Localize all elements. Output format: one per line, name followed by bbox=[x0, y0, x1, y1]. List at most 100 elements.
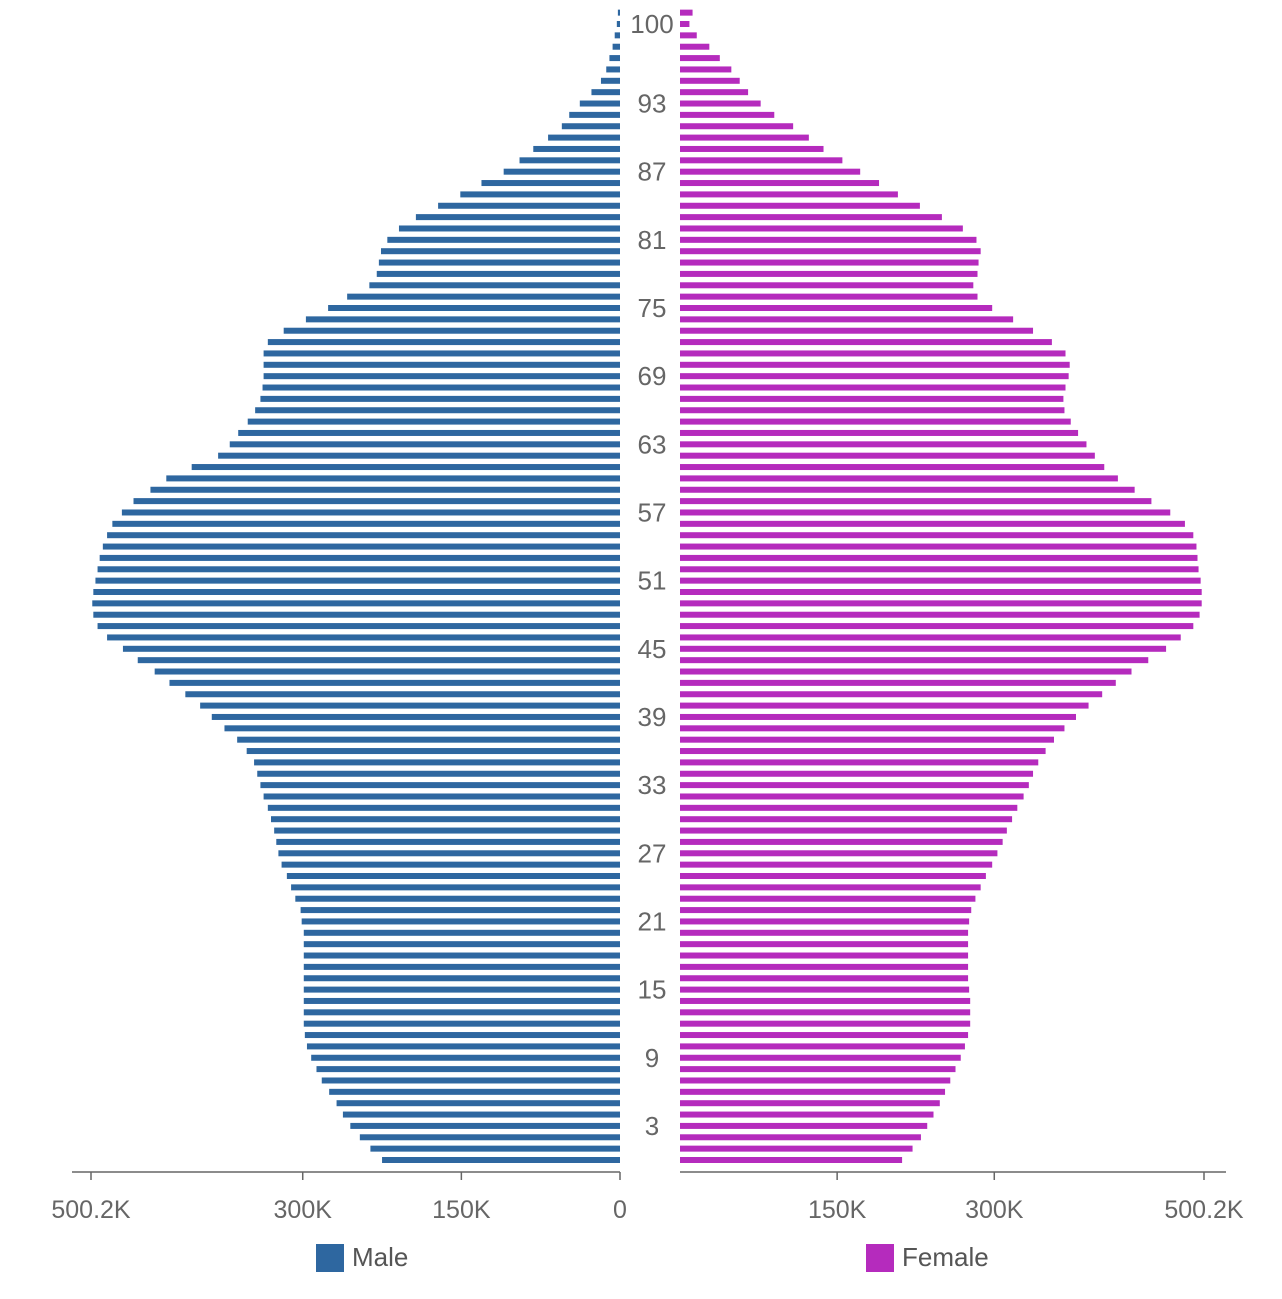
female-bar-age-44[interactable] bbox=[680, 657, 1149, 664]
female-bar-age-86[interactable] bbox=[680, 180, 880, 187]
male-bar-age-21[interactable] bbox=[301, 918, 620, 925]
female-bar-age-20[interactable] bbox=[680, 929, 969, 936]
male-bar-age-76[interactable] bbox=[347, 293, 620, 300]
male-bar-age-74[interactable] bbox=[305, 316, 620, 323]
male-bar-age-62[interactable] bbox=[218, 452, 620, 459]
female-bar-age-7[interactable] bbox=[680, 1077, 951, 1084]
female-bar-age-11[interactable] bbox=[680, 1032, 969, 1039]
male-bar-age-63[interactable] bbox=[229, 441, 620, 448]
male-bar-age-69[interactable] bbox=[263, 373, 620, 380]
male-bar-age-71[interactable] bbox=[263, 350, 620, 357]
female-bar-age-78[interactable] bbox=[680, 270, 978, 277]
male-bar-age-81[interactable] bbox=[387, 236, 620, 243]
male-bar-age-85[interactable] bbox=[460, 191, 620, 198]
female-bar-age-70[interactable] bbox=[680, 361, 1070, 368]
female-bar-age-85[interactable] bbox=[680, 191, 898, 198]
male-bar-age-93[interactable] bbox=[579, 100, 620, 107]
male-bar-age-42[interactable] bbox=[169, 679, 620, 686]
female-bar-age-88[interactable] bbox=[680, 157, 843, 164]
female-bar-age-73[interactable] bbox=[680, 327, 1034, 334]
female-bar-age-21[interactable] bbox=[680, 918, 970, 925]
male-bar-age-89[interactable] bbox=[533, 145, 620, 152]
male-bar-age-44[interactable] bbox=[137, 657, 621, 664]
female-bar-age-45[interactable] bbox=[680, 645, 1167, 652]
female-bar-age-69[interactable] bbox=[680, 373, 1069, 380]
female-bar-age-61[interactable] bbox=[680, 464, 1105, 471]
female-bar-age-66[interactable] bbox=[680, 407, 1065, 414]
female-bar-age-41[interactable] bbox=[680, 691, 1103, 698]
female-bar-age-92[interactable] bbox=[680, 111, 775, 118]
male-bar-age-79[interactable] bbox=[378, 259, 620, 266]
female-bar-age-77[interactable] bbox=[680, 282, 974, 289]
male-bar-age-27[interactable] bbox=[278, 850, 620, 857]
male-bar-age-64[interactable] bbox=[238, 429, 620, 436]
male-bar-age-28[interactable] bbox=[276, 838, 620, 845]
male-bar-age-35[interactable] bbox=[254, 759, 620, 766]
female-bar-age-87[interactable] bbox=[680, 168, 861, 175]
male-bar-age-58[interactable] bbox=[133, 498, 620, 505]
female-bar-age-31[interactable] bbox=[680, 804, 1018, 811]
male-bar-age-25[interactable] bbox=[286, 873, 620, 879]
male-bar-age-5[interactable] bbox=[336, 1100, 620, 1107]
male-bar-age-54[interactable] bbox=[102, 543, 621, 550]
female-bar-age-46[interactable] bbox=[680, 634, 1181, 641]
female-bar-age-96[interactable] bbox=[680, 66, 732, 73]
male-bar-age-2[interactable] bbox=[359, 1134, 620, 1141]
male-bar-age-8[interactable] bbox=[316, 1066, 620, 1073]
male-bar-age-4[interactable] bbox=[342, 1111, 620, 1118]
female-bar-age-80[interactable] bbox=[680, 248, 981, 255]
male-bar-age-86[interactable] bbox=[481, 180, 620, 187]
male-bar-age-12[interactable] bbox=[303, 1020, 620, 1027]
female-bar-age-99[interactable] bbox=[680, 32, 697, 39]
female-bar-age-47[interactable] bbox=[680, 623, 1194, 630]
female-bar-age-3[interactable] bbox=[680, 1122, 928, 1129]
male-bar-age-37[interactable] bbox=[237, 736, 620, 743]
male-bar-age-66[interactable] bbox=[255, 407, 620, 414]
male-bar-age-92[interactable] bbox=[569, 111, 620, 118]
female-bar-age-62[interactable] bbox=[680, 452, 1095, 459]
male-bar-age-26[interactable] bbox=[281, 861, 620, 868]
male-bar-age-84[interactable] bbox=[438, 202, 620, 209]
female-bar-age-6[interactable] bbox=[680, 1088, 946, 1095]
female-bar-age-93[interactable] bbox=[680, 100, 761, 107]
female-bar-age-1[interactable] bbox=[680, 1145, 913, 1152]
female-bar-age-23[interactable] bbox=[680, 895, 976, 902]
female-bar-age-72[interactable] bbox=[680, 339, 1052, 346]
male-bar-age-91[interactable] bbox=[561, 123, 620, 130]
male-bar-age-19[interactable] bbox=[303, 941, 620, 948]
male-bar-age-10[interactable] bbox=[306, 1043, 620, 1050]
female-bar-age-34[interactable] bbox=[680, 770, 1034, 777]
male-bar-age-7[interactable] bbox=[321, 1077, 620, 1084]
female-bar-age-89[interactable] bbox=[680, 145, 824, 152]
legend-male[interactable]: Male bbox=[316, 1242, 408, 1273]
female-bar-age-28[interactable] bbox=[680, 838, 1003, 845]
male-bar-age-41[interactable] bbox=[185, 691, 620, 698]
male-bar-age-45[interactable] bbox=[122, 645, 620, 652]
female-bar-age-68[interactable] bbox=[680, 384, 1066, 391]
male-bar-age-43[interactable] bbox=[154, 668, 621, 675]
male-bar-age-23[interactable] bbox=[295, 895, 620, 902]
male-bar-age-75[interactable] bbox=[328, 305, 620, 311]
male-bar-age-38[interactable] bbox=[224, 725, 620, 732]
male-bar-age-87[interactable] bbox=[503, 168, 620, 175]
male-bar-age-31[interactable] bbox=[267, 804, 620, 811]
female-bar-age-27[interactable] bbox=[680, 850, 998, 857]
male-bar-age-56[interactable] bbox=[112, 520, 621, 527]
male-bar-age-53[interactable] bbox=[99, 554, 621, 561]
male-bar-age-36[interactable] bbox=[246, 748, 620, 755]
female-bar-age-8[interactable] bbox=[680, 1066, 956, 1073]
female-bar-age-16[interactable] bbox=[680, 975, 969, 982]
male-bar-age-50[interactable] bbox=[93, 589, 620, 595]
male-bar-age-46[interactable] bbox=[107, 634, 620, 641]
female-bar-age-75[interactable] bbox=[680, 305, 993, 311]
female-bar-age-0[interactable] bbox=[680, 1157, 903, 1163]
female-bar-age-49[interactable] bbox=[680, 600, 1202, 607]
female-bar-age-55[interactable] bbox=[680, 532, 1194, 539]
female-bar-age-53[interactable] bbox=[680, 554, 1198, 561]
female-bar-age-90[interactable] bbox=[680, 134, 809, 141]
male-bar-age-3[interactable] bbox=[350, 1122, 620, 1129]
female-bar-age-50[interactable] bbox=[680, 589, 1202, 595]
female-bar-age-83[interactable] bbox=[680, 214, 942, 221]
male-bar-age-83[interactable] bbox=[415, 214, 620, 221]
legend-female[interactable]: Female bbox=[866, 1242, 989, 1273]
